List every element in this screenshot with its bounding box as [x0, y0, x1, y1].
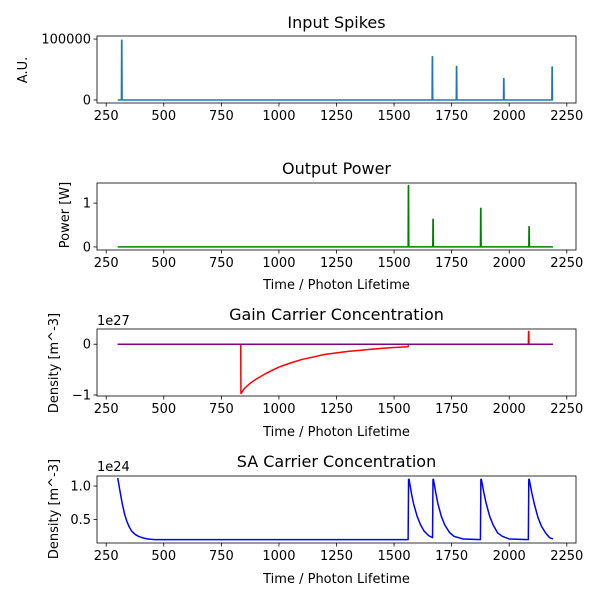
x-tick-label: 2000 — [493, 109, 526, 124]
x-tick-label: 1250 — [320, 256, 353, 271]
x-tick-label: 1500 — [378, 402, 411, 417]
x-tick-label: 1500 — [378, 549, 411, 564]
offset-label: 1e24 — [97, 460, 130, 475]
series-line-0 — [117, 184, 553, 248]
y-tick-label: 100000 — [41, 33, 91, 48]
panel-title: Output Power — [282, 159, 391, 178]
x-tick-label: 2000 — [493, 256, 526, 271]
x-tick-label: 500 — [151, 256, 176, 271]
series-line-0 — [117, 330, 553, 395]
x-tick-label: 1250 — [320, 109, 353, 124]
offset-label: 1e27 — [97, 314, 130, 329]
y-axis-label: A.U. — [16, 57, 31, 83]
panel-title: SA Carrier Concentration — [237, 452, 436, 471]
x-tick-label: 250 — [94, 549, 119, 564]
x-tick-label: 2250 — [550, 402, 583, 417]
x-tick-label: 500 — [151, 549, 176, 564]
x-axis-label: Time / Photon Lifetime — [262, 278, 410, 293]
x-tick-label: 750 — [209, 402, 234, 417]
x-tick-label: 750 — [209, 109, 234, 124]
x-tick-label: 1750 — [435, 402, 468, 417]
y-tick-label: 0 — [83, 93, 91, 108]
x-tick-label: 250 — [94, 256, 119, 271]
x-axis-label: Time / Photon Lifetime — [262, 425, 410, 440]
x-tick-label: 250 — [94, 402, 119, 417]
x-tick-label: 2250 — [550, 109, 583, 124]
x-tick-label: 2000 — [493, 402, 526, 417]
plot-frame — [96, 328, 577, 397]
panel-title: Input Spikes — [287, 13, 385, 32]
y-tick-label: 1.0 — [70, 480, 91, 495]
plot-frame — [96, 475, 577, 544]
y-tick-label: 0.5 — [70, 513, 91, 528]
output-power-panel: Output Power Power [W] Time / Photon Lif… — [58, 159, 583, 293]
x-tick-label: 750 — [209, 549, 234, 564]
x-tick-label: 1250 — [320, 549, 353, 564]
x-tick-label: 2250 — [550, 256, 583, 271]
y-tick-label: −1 — [72, 388, 91, 403]
x-tick-label: 2000 — [493, 549, 526, 564]
x-tick-label: 1500 — [378, 109, 411, 124]
panel-title: Gain Carrier Concentration — [229, 305, 444, 324]
sa-carrier-panel: SA Carrier Concentration Density [m^-3] … — [47, 452, 583, 587]
x-tick-label: 1000 — [262, 256, 295, 271]
gain-carrier-panel: Gain Carrier Concentration Density [m^-3… — [47, 305, 583, 440]
x-tick-label: 500 — [151, 402, 176, 417]
series-line-0 — [117, 39, 554, 101]
x-tick-label: 1500 — [378, 256, 411, 271]
x-tick-label: 1750 — [435, 256, 468, 271]
y-axis-label: Density [m^-3] — [47, 313, 62, 413]
x-tick-label: 250 — [94, 109, 119, 124]
x-tick-label: 750 — [209, 256, 234, 271]
x-tick-label: 1750 — [435, 549, 468, 564]
y-axis-label: Density [m^-3] — [47, 459, 62, 559]
x-tick-label: 2250 — [550, 549, 583, 564]
x-tick-label: 1000 — [262, 402, 295, 417]
x-axis-label: Time / Photon Lifetime — [262, 572, 410, 587]
series-line-0 — [116, 477, 554, 541]
x-tick-label: 500 — [151, 109, 176, 124]
x-tick-label: 1250 — [320, 402, 353, 417]
y-tick-label: 0 — [83, 338, 91, 353]
x-tick-label: 1000 — [262, 549, 295, 564]
plot-frame — [96, 182, 577, 251]
y-tick-label: 0 — [83, 240, 91, 255]
y-axis-label: Power [W] — [58, 182, 73, 248]
x-tick-label: 1000 — [262, 109, 295, 124]
x-tick-label: 1750 — [435, 109, 468, 124]
input-spikes-panel: Input Spikes A.U. 250 500 750 1000 1250 1500 1… — [16, 13, 583, 124]
y-tick-label: 1 — [83, 197, 91, 212]
